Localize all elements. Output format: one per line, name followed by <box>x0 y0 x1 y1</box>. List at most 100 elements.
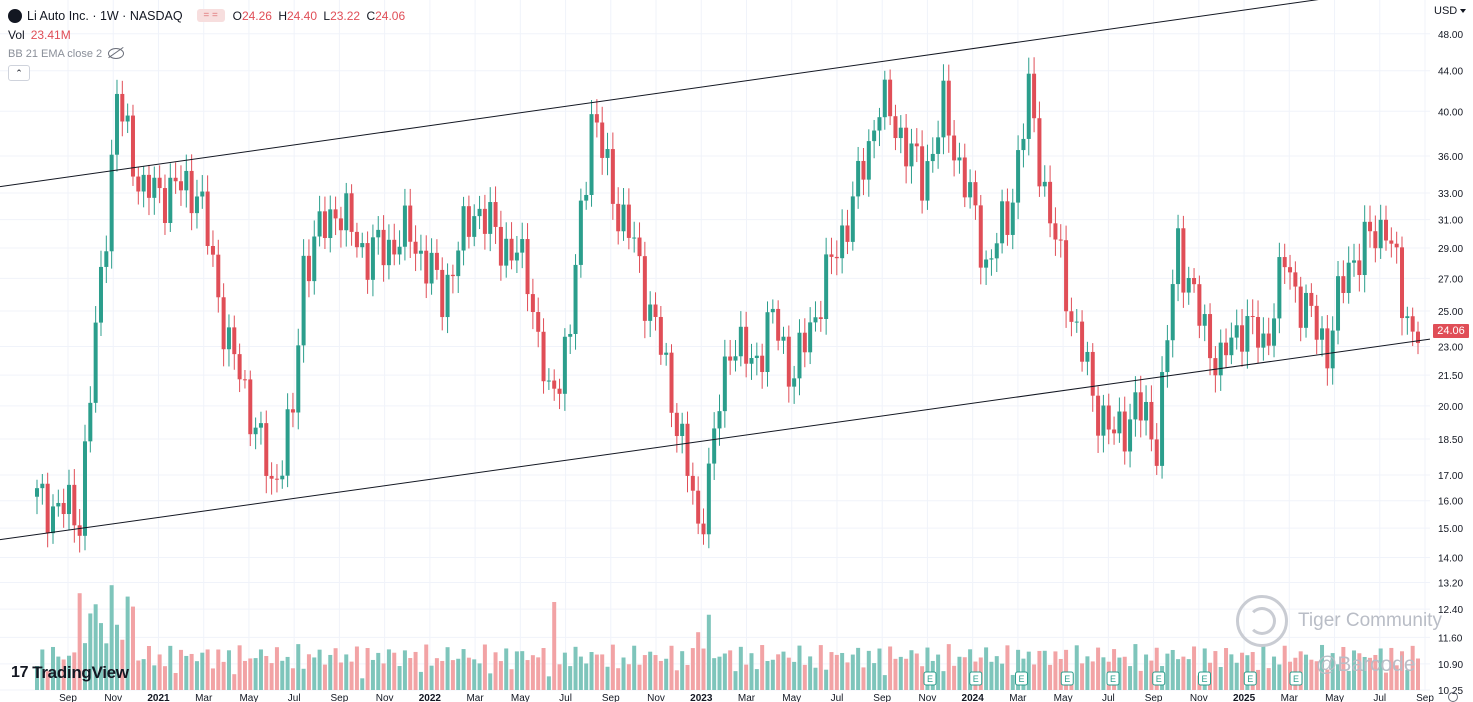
volume-bar <box>205 649 210 690</box>
volume-bar <box>786 657 791 690</box>
candle-body <box>1037 118 1042 187</box>
candle-body <box>258 423 263 428</box>
candle-body <box>573 264 578 334</box>
volume-bar <box>376 652 381 690</box>
volume-bar <box>808 656 813 690</box>
volume-bar <box>317 649 322 690</box>
volume-bar <box>696 632 701 690</box>
candle-body <box>338 218 343 231</box>
volume-bar <box>461 649 466 690</box>
volume-bar <box>50 646 55 690</box>
candle-body <box>829 254 834 257</box>
volume-bar <box>840 652 845 690</box>
candle-body <box>920 146 925 201</box>
volume-bar <box>621 657 626 690</box>
volume-bar <box>413 651 418 690</box>
volume-bar <box>1085 656 1090 690</box>
volume-bar <box>450 660 455 690</box>
volume-bar <box>402 650 407 690</box>
candle-body <box>792 378 797 387</box>
y-tick-label: 40.00 <box>1438 107 1463 118</box>
volume-bar <box>1330 653 1335 690</box>
tiger-logo-icon <box>1236 595 1288 647</box>
volume-bar <box>568 666 573 690</box>
volume-bar <box>834 654 839 690</box>
candle-body <box>781 336 786 341</box>
candle-body <box>1373 231 1378 249</box>
y-tick-label: 36.00 <box>1438 152 1463 163</box>
candle-body <box>354 231 359 248</box>
volume-bar <box>520 651 525 690</box>
volume-bar <box>589 652 594 690</box>
candle-body <box>765 312 770 373</box>
volume-bar <box>984 647 989 690</box>
candle-body <box>733 356 738 361</box>
tiger-community-watermark: Tiger Community <box>1236 595 1442 647</box>
settings-icon[interactable] <box>1448 692 1458 702</box>
candle-body <box>536 312 541 332</box>
candle-body <box>1101 405 1106 436</box>
candle-body <box>312 236 317 282</box>
candle-body <box>1405 316 1410 319</box>
price-scale <box>1430 0 1473 702</box>
candle-body <box>1149 401 1154 440</box>
candle-body <box>525 239 530 295</box>
hidden-eye-icon[interactable] <box>108 48 125 59</box>
candle-body <box>1016 150 1021 203</box>
volume-bar <box>765 661 770 690</box>
volume-bar <box>1346 670 1351 690</box>
volume-bar <box>312 657 317 690</box>
candle-body <box>1058 239 1063 241</box>
volume-bar <box>914 653 919 690</box>
volume-bar <box>1234 662 1239 690</box>
volume-bar <box>418 671 423 690</box>
candle-body <box>1053 223 1058 240</box>
flat-toggle-button[interactable]: = = <box>196 9 225 22</box>
candle-body <box>317 211 322 237</box>
candle-body <box>1112 429 1117 434</box>
candle-body <box>296 345 301 413</box>
volume-bar <box>1170 649 1175 690</box>
candle-body <box>1357 260 1362 276</box>
volume-bar <box>1266 668 1271 690</box>
candle-body <box>66 484 71 515</box>
y-tick-label: 31.00 <box>1438 216 1463 227</box>
candle-body <box>1304 292 1309 328</box>
candle-body <box>72 484 77 526</box>
earnings-marker <box>969 671 983 686</box>
volume-bar <box>536 657 541 690</box>
collapse-legend-button[interactable]: ⌃ <box>8 65 30 81</box>
tradingview-logo[interactable]: 17 TradingView <box>11 663 129 682</box>
candle-body <box>1261 333 1266 348</box>
y-tick-label: 21.50 <box>1438 371 1463 382</box>
volume-bar <box>1357 653 1362 690</box>
candle-body <box>472 216 477 237</box>
candle-body <box>178 181 183 191</box>
candle-body <box>728 356 733 361</box>
candle-body <box>1085 351 1090 362</box>
volume-bar <box>898 656 903 690</box>
volume-bar <box>989 661 994 690</box>
volume-bar <box>1410 645 1415 690</box>
candle-body <box>482 208 487 234</box>
candle-body <box>488 202 493 234</box>
volume-bar <box>1256 669 1261 690</box>
x-tick-label: May <box>782 693 801 702</box>
candle-body <box>466 206 471 237</box>
volume-bar <box>962 657 967 690</box>
volume-bar <box>82 643 87 690</box>
candle-body <box>434 252 439 270</box>
earnings-marker <box>1060 671 1074 686</box>
candle-body <box>397 246 402 255</box>
candle-body <box>344 193 349 231</box>
volume-bar <box>306 654 311 690</box>
indicator-legend[interactable]: BB 21 EMA close 2 <box>8 44 408 63</box>
currency-selector[interactable]: USD <box>1434 5 1466 17</box>
volume-bar <box>258 649 263 690</box>
volume-bar <box>61 659 66 690</box>
volume-bar <box>525 660 530 690</box>
symbol-title[interactable]: Li Auto Inc. · 1W · NASDAQ <box>27 8 183 23</box>
candle-body <box>1181 228 1186 293</box>
symbol-logo-icon <box>8 8 22 23</box>
